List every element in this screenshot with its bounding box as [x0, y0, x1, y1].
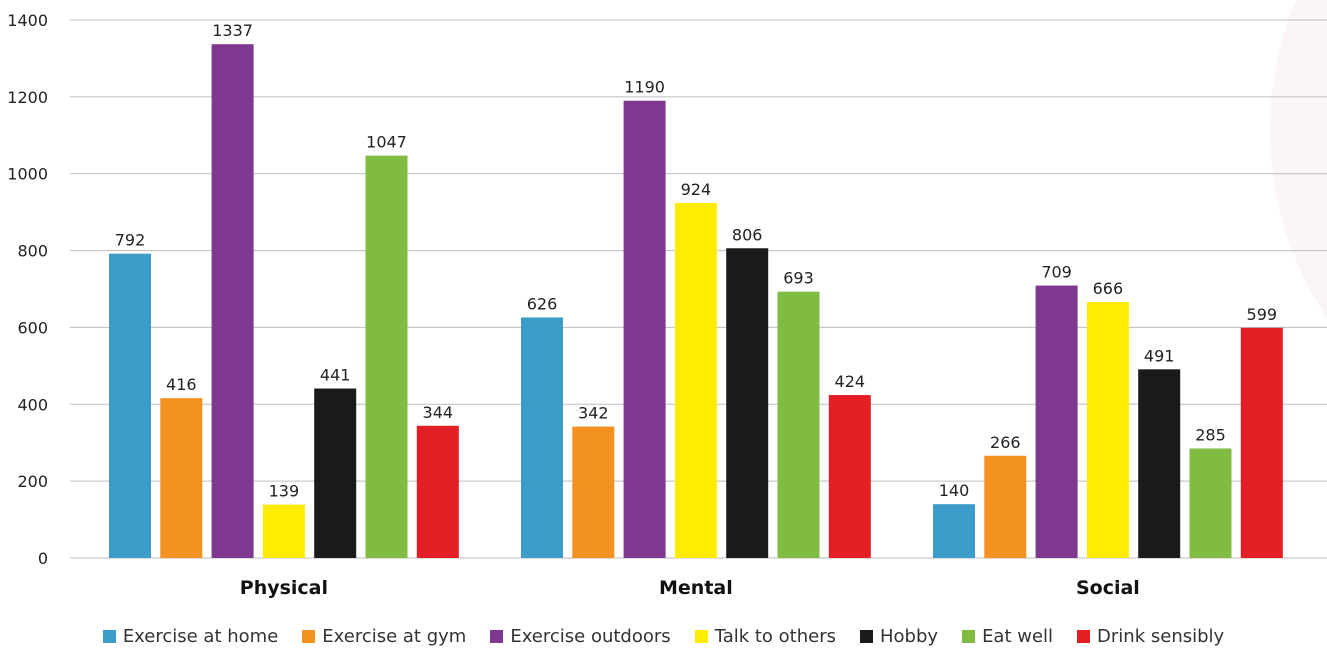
bar-value-label: 441	[320, 366, 351, 385]
bar-value-label: 491	[1144, 346, 1175, 365]
bar	[828, 395, 871, 558]
bar	[521, 317, 563, 558]
bar	[109, 253, 151, 558]
legend-label: Talk to others	[714, 626, 836, 647]
bar-value-label: 599	[1247, 305, 1278, 324]
bar	[1138, 369, 1181, 558]
bar-value-label: 139	[269, 482, 300, 501]
y-tick-label: 1200	[7, 88, 48, 107]
bar	[726, 248, 769, 558]
bar-value-label: 1337	[212, 21, 253, 40]
bar	[365, 155, 408, 558]
bar	[572, 426, 615, 558]
bar-value-label: 924	[681, 180, 712, 199]
bar	[1035, 285, 1078, 558]
category-label: Mental	[659, 577, 733, 599]
bar-value-label: 140	[939, 481, 970, 500]
bar	[674, 202, 717, 559]
legend: Exercise at home Exercise at gym Exercise …	[0, 626, 1327, 647]
bar-value-label: 792	[115, 231, 146, 250]
legend-swatch	[694, 630, 708, 643]
bar-value-label: 344	[423, 403, 454, 422]
bar-value-label: 806	[732, 225, 763, 244]
y-tick-label: 400	[17, 395, 48, 414]
legend-item: Exercise at home	[102, 626, 279, 647]
bar-chart: 0 200 400 600 800 1000 1200 1400 792 416 1337 139 4…	[7, 0, 1327, 599]
bar	[1086, 302, 1129, 558]
category-label: Social	[1076, 577, 1140, 599]
bar-value-label: 709	[1041, 263, 1072, 282]
bar-value-label: 285	[1195, 425, 1226, 444]
bar	[314, 388, 357, 558]
bar-value-label: 266	[990, 433, 1021, 452]
bar-value-label: 342	[578, 404, 609, 423]
y-tick-label: 0	[38, 549, 48, 568]
bar	[160, 398, 203, 558]
y-tick-label: 1400	[7, 11, 48, 30]
bar-value-label: 416	[166, 375, 197, 394]
background-decoration	[1270, 0, 1327, 319]
bar-value-label: 1047	[366, 133, 407, 152]
bar	[1189, 448, 1232, 558]
bar-value-label: 1190	[624, 78, 665, 97]
y-tick-label: 200	[17, 472, 48, 491]
legend-label: Exercise at gym	[322, 626, 467, 647]
bar	[1240, 327, 1283, 558]
bar	[211, 44, 254, 558]
bar-value-label: 666	[1093, 279, 1124, 298]
y-tick-label: 600	[17, 318, 48, 337]
legend-label: Exercise outdoors	[510, 626, 671, 647]
legend-swatch	[490, 630, 504, 643]
legend-swatch	[860, 630, 873, 643]
legend-item: Exercise at gym	[302, 626, 466, 647]
legend-item: Talk to others	[694, 626, 836, 647]
category-label: Physical	[240, 577, 328, 599]
legend-label: Drink sensibly	[1097, 626, 1225, 647]
legend-swatch	[962, 630, 976, 643]
y-tick-label: 800	[17, 242, 48, 261]
bar	[262, 504, 305, 558]
bar-value-label: 693	[783, 269, 814, 288]
legend-item: Exercise outdoors	[490, 626, 671, 647]
bar	[933, 504, 975, 558]
legend-item: Drink sensibly	[1077, 626, 1224, 647]
legend-label: Exercise at home	[122, 626, 279, 647]
bar	[623, 100, 666, 558]
legend-item: Eat well	[962, 626, 1053, 647]
bar-value-label: 424	[835, 372, 866, 391]
legend-item: Hobby	[860, 626, 938, 647]
bar	[416, 425, 459, 558]
legend-label: Eat well	[982, 626, 1054, 647]
legend-swatch	[102, 630, 116, 643]
legend-swatch	[1077, 630, 1091, 643]
bar	[984, 455, 1027, 558]
legend-swatch	[302, 630, 316, 643]
bar-value-label: 626	[527, 294, 558, 313]
bar	[777, 291, 820, 558]
y-tick-label: 1000	[7, 165, 48, 184]
legend-label: Hobby	[880, 626, 939, 647]
